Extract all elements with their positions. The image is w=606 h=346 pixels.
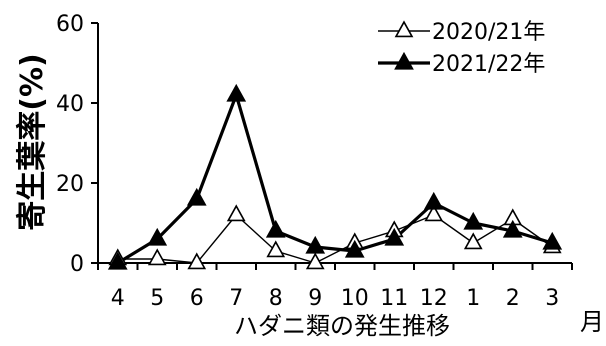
series-2-point	[344, 239, 365, 258]
series-line-2	[116, 93, 553, 265]
y-tick-label: 20	[56, 172, 84, 197]
series-2-point	[542, 231, 563, 250]
legend-marker-1	[394, 20, 414, 38]
x-tick-label: 4	[111, 286, 125, 311]
x-tick-label: 5	[150, 286, 164, 311]
series-2-point	[107, 251, 128, 270]
series-1-point	[463, 232, 483, 250]
legend: 2020/21年 2021/22年	[378, 20, 545, 77]
y-tick-label: 0	[70, 252, 84, 277]
series-2-point	[423, 191, 444, 210]
series-2-point	[186, 187, 207, 206]
series-2-point	[502, 219, 523, 238]
series-1-point	[226, 204, 246, 222]
series-1-point	[147, 248, 167, 266]
series-line-1	[117, 214, 553, 264]
x-tick-label: 6	[190, 286, 204, 311]
series-lines	[116, 93, 553, 265]
y-tick-label: 60	[56, 12, 84, 37]
series-2-point	[226, 83, 247, 102]
y-axis-label: 寄生葉率(%)	[15, 53, 50, 230]
series-markers	[107, 83, 563, 270]
x-tick-label: 7	[229, 286, 243, 311]
series-1-point	[266, 240, 286, 258]
x-tick-label: 1	[466, 286, 480, 311]
x-axis-label: ハダニ類の発生推移	[234, 312, 450, 340]
x-tick-label: 12	[420, 286, 448, 311]
series-1-point	[305, 252, 325, 270]
series-2-point	[305, 235, 326, 254]
legend-label-1: 2020/21年	[432, 20, 545, 45]
y-tick-label: 40	[56, 92, 84, 117]
series-2-point	[265, 219, 286, 238]
x-tick-label: 11	[380, 286, 408, 311]
series-2-point	[384, 227, 405, 246]
x-axis-unit: 月	[580, 308, 604, 336]
x-tick-label: 9	[308, 286, 322, 311]
series-2-point	[463, 211, 484, 230]
legend-label-2: 2021/22年	[432, 52, 545, 77]
series-2-point	[147, 227, 168, 246]
series-1-point	[424, 204, 444, 222]
series-1-point	[187, 252, 207, 270]
x-tick-label: 10	[341, 286, 369, 311]
x-tick-label: 2	[506, 286, 520, 311]
x-tick-label: 3	[545, 286, 559, 311]
legend-marker-2	[394, 51, 414, 70]
x-tick-label: 8	[269, 286, 283, 311]
